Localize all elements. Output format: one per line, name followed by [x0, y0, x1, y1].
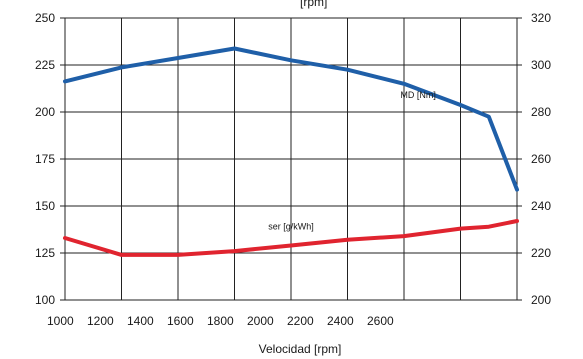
right-axis-ticks: 200 220 240 260 280 300 320 — [517, 11, 551, 307]
x-tick-label: 2400 — [327, 314, 354, 328]
right-tick-label: 240 — [531, 199, 551, 213]
series-line-1 — [63, 219, 519, 257]
x-tick-label: 1800 — [207, 314, 234, 328]
left-tick-label: 225 — [35, 58, 55, 72]
right-tick-label: 260 — [531, 152, 551, 166]
right-tick-label: 300 — [531, 58, 551, 72]
x-tick-label: 1000 — [47, 314, 74, 328]
x-tick-label: 2200 — [287, 314, 314, 328]
series-line-0 — [63, 46, 519, 192]
right-tick-label: 200 — [531, 293, 551, 307]
chart-top-title-fragment: [rpm] — [300, 0, 327, 9]
right-tick-label: 220 — [531, 246, 551, 260]
series-labels: MD [Nm] ser [g/kWh] — [268, 90, 436, 232]
series-label: MD [Nm] — [400, 90, 436, 100]
left-tick-label: 100 — [35, 293, 55, 307]
left-tick-label: 150 — [35, 199, 55, 213]
x-axis-ticks: 1000 1200 1400 1600 1800 2000 2200 2400 2600 — [47, 314, 394, 328]
x-tick-label: 1400 — [127, 314, 154, 328]
right-tick-label: 280 — [531, 105, 551, 119]
left-tick-label: 125 — [35, 246, 55, 260]
left-tick-label: 200 — [35, 105, 55, 119]
left-tick-label: 250 — [35, 11, 55, 25]
series-lines — [63, 46, 519, 257]
x-tick-label: 1200 — [87, 314, 114, 328]
left-tick-label: 175 — [35, 152, 55, 166]
right-tick-label: 320 — [531, 11, 551, 25]
left-axis-ticks: 100 125 150 175 200 225 250 — [35, 11, 65, 307]
x-tick-label: 2000 — [247, 314, 274, 328]
x-tick-label: 1600 — [167, 314, 194, 328]
x-axis-title: Velocidad [rpm] — [259, 342, 342, 356]
series-label: ser [g/kWh] — [268, 221, 314, 231]
x-tick-label: 2600 — [367, 314, 394, 328]
